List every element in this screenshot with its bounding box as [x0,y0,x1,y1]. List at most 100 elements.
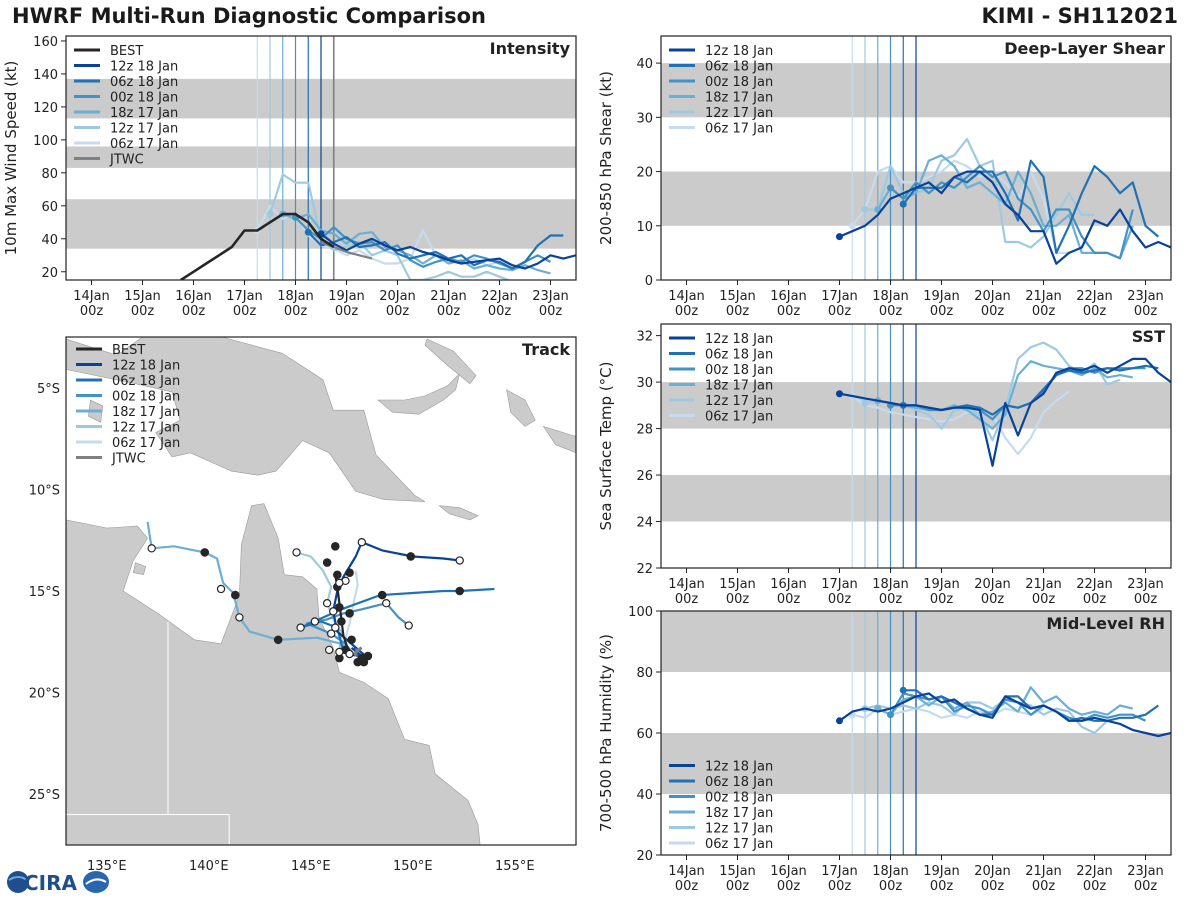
rh-xtick-line: 15Jan [719,864,756,879]
shear-init-point [899,200,907,208]
sst-ytick-label: 24 [636,516,653,531]
track-marker-12z [235,613,244,622]
rh-xtick-line: 18Jan [872,864,909,879]
rh-ytick-label: 60 [636,727,653,742]
sst-xtick-label: 18Jan 00z [872,577,909,607]
shear-init-point [848,222,856,230]
intensity-xtick-line: 00z [335,304,359,319]
track-marker-12z [382,598,391,608]
track-marker-00z [231,590,240,600]
track-marker-00z [345,609,354,618]
track-marker-12z [357,538,366,547]
intensity-title: Intensity [490,39,571,58]
track-title: Track [522,340,570,359]
track-marker-12z [216,584,226,594]
intensity-xtick-line: 00z [131,304,155,319]
shear-xtick-line: 15Jan [719,289,756,304]
shear-xtick-line: 00z [828,304,852,319]
intensity-ytick-label: 20 [41,266,58,281]
sst-xtick-line: 00z [981,592,1005,607]
sst-xtick-label: 22Jan 00z [1076,577,1113,607]
intensity-xtick-line: 23Jan [532,289,569,304]
rh-xtick-line: 00z [981,879,1005,894]
sst-xtick-label: 16Jan 00z [770,577,807,607]
track-line-jtwc [352,646,363,657]
track-marker-00z [335,602,344,612]
shear-xtick-label: 22Jan 00z [1076,289,1113,319]
rh-ytick-label: 20 [636,849,653,864]
louisiade-land [438,505,479,521]
storm-id: KIMI - SH112021 [981,4,1178,28]
shear-xtick-line: 00z [675,304,699,319]
shear-series-00z-18-jan [889,165,1134,260]
rh-xtick-line: 00z [1032,879,1056,894]
track-frame [65,336,577,846]
rh-legend-label: 06z 18 Jan [705,775,773,790]
cira-logo: CIRA [4,866,114,898]
rh-xtick-line: 00z [1134,879,1158,894]
shear-xtick-line: 19Jan [923,289,960,304]
rh-init-point [836,717,843,725]
groote-land [132,562,146,576]
intensity-ytick-label: 40 [41,233,58,248]
sst-xtick-line: 00z [675,592,699,607]
intensity-ytick-label: 160 [33,35,58,50]
track-marker-12z [322,598,332,608]
track-marker-00z [333,570,342,580]
shear-xtick-label: 14Jan 00z [668,289,705,319]
sst-legend-label: 00z 18 Jan [705,363,773,378]
sst-xtick-line: 00z [726,592,750,607]
sst-xtick-line: 23Jan [1127,577,1164,592]
intensity-ytick-label: 140 [33,68,58,83]
shear-frame [660,35,1172,281]
track-marker-00z [406,552,416,561]
sst-ylabel: Sea Surface Temp (°C) [597,361,615,530]
track-panel: 135°E 140°E 145°E 150°E 155°E 5°S 10°S 15°S 20°S… [29,336,577,874]
intensity-legend-label: 06z 18 Jan [110,75,178,90]
sst-legend-label: 06z 18 Jan [705,348,773,363]
sst-legend-label: 06z 17 Jan [705,410,773,425]
intensity-ytick-label: 80 [41,167,58,182]
sst-legend-label: 12z 17 Jan [705,394,773,409]
track-lon-label: 150°E [393,859,433,874]
intensity-ytick-label: 100 [33,134,58,149]
rh-ytick-label: 40 [636,788,653,803]
sst-xtick-label: 14Jan 00z [668,577,705,607]
shear-legend-label: 12z 18 Jan [705,44,773,59]
sst-xtick-label: 21Jan 00z [1025,577,1062,607]
intensity-xtick-label: 22Jan 00z [481,289,518,319]
australia-land [66,503,481,845]
sst-xtick-line: 17Jan [821,577,858,592]
intensity-legend-label: 18z 17 Jan [110,106,178,121]
intensity-xtick-line: 15Jan [124,289,161,304]
intensity-init-point [304,228,312,236]
track-lat-label: 25°S [29,788,60,803]
shear-xtick-line: 00z [726,304,750,319]
track-marker-00z [377,590,387,600]
shear-xtick-line: 00z [777,304,801,319]
track-lat-label: 20°S [29,687,60,702]
sst-xtick-label: 20Jan 00z [974,577,1011,607]
shear-ytick-label: 10 [636,220,653,235]
track-lon-label: 140°E [189,859,229,874]
shear-legend-label: 00z 18 Jan [705,75,773,90]
rh-xtick-label: 23Jan 00z [1127,864,1164,894]
shear-ytick-label: 0 [645,274,653,289]
track-marker-00z [347,635,356,645]
shear-xtick-line: 00z [930,304,954,319]
track-marker-12z [329,607,338,616]
shear-ylabel: 200-850 hPa Shear (kt) [597,71,615,245]
new-ireland-land [424,338,477,385]
rh-legend-label: 00z 18 Jan [705,791,773,806]
intensity-xtick-line: 00z [488,304,512,319]
sst-xtick-line: 00z [1083,592,1107,607]
shear-init-point [836,233,843,241]
sst-ytick-label: 30 [636,376,653,391]
shear-title: Deep-Layer Shear [1004,39,1165,58]
track-marker-12z [327,629,336,638]
sst-xtick-line: 16Jan [770,577,807,592]
intensity-series-12z-18-jan [320,232,576,270]
intensity-xtick-label: 19Jan 00z [328,289,365,319]
shear-legend-label: 12z 17 Jan [705,106,773,121]
